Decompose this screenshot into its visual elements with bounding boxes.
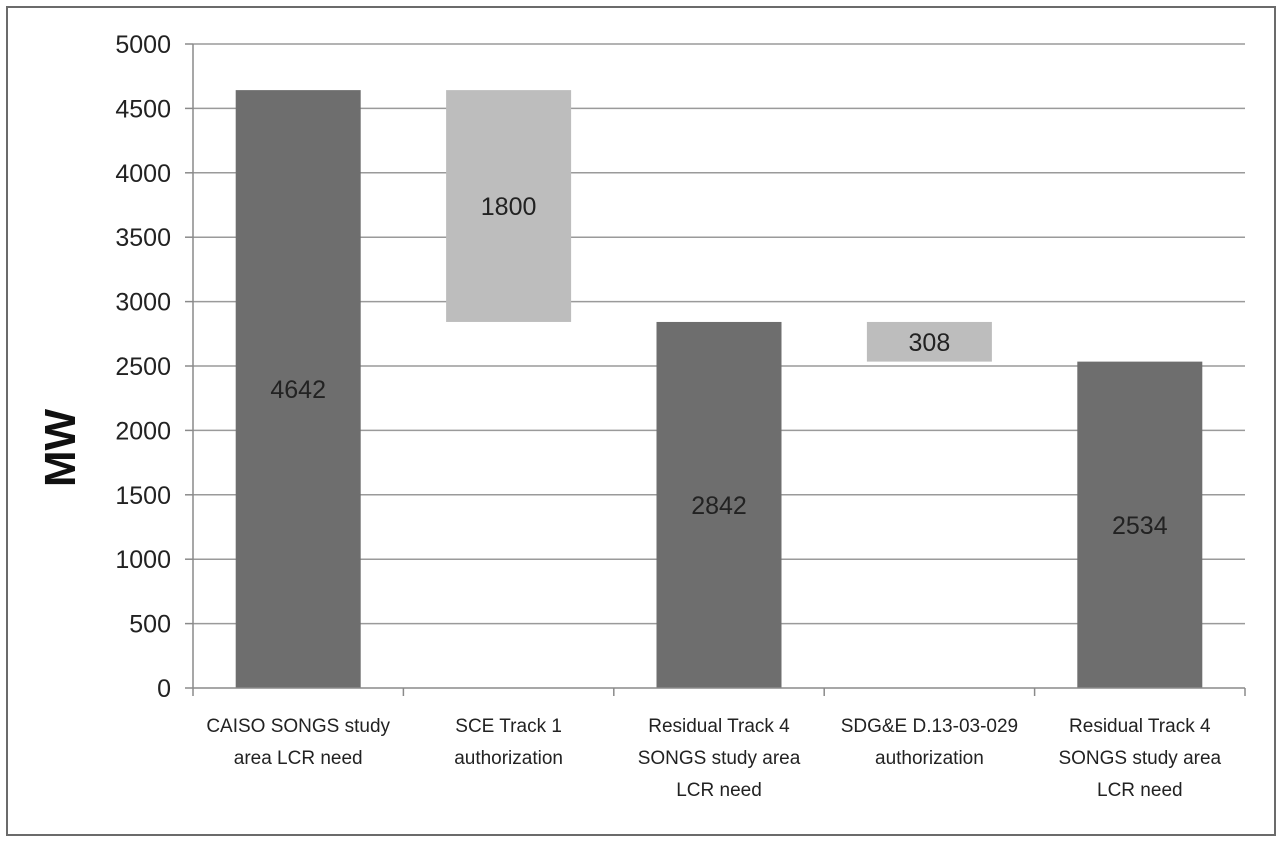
bar-decrease bbox=[866, 321, 992, 362]
y-tick-label: 2500 bbox=[115, 353, 171, 381]
bar-decrease bbox=[446, 90, 572, 322]
y-tick-label: 1500 bbox=[115, 482, 171, 510]
bar-value-label: 1800 bbox=[481, 193, 537, 221]
bar-total bbox=[656, 321, 782, 688]
bar-total bbox=[235, 90, 361, 688]
y-axis-title: MW bbox=[36, 408, 85, 487]
y-tick-label: 0 bbox=[157, 675, 171, 703]
bar-value-label: 308 bbox=[909, 329, 951, 357]
y-tick-label: 1000 bbox=[115, 546, 171, 574]
gridlines bbox=[193, 43, 1245, 625]
y-tick-label: 2000 bbox=[115, 417, 171, 445]
chart-frame bbox=[6, 6, 1276, 836]
bar-value-label: 2534 bbox=[1112, 512, 1168, 540]
category-label: Residual Track 4 SONGS study area LCR need bbox=[638, 716, 801, 801]
bars: 4642 1800 2842 308 2534 bbox=[235, 90, 1203, 688]
category-label: SDG&E D.13-03-029 authorization bbox=[841, 716, 1018, 769]
category-label: CAISO SONGS study area LCR need bbox=[206, 716, 390, 769]
axes: 0 500 1000 1500 2000 2500 3000 3500 4000 4500 5000… bbox=[115, 31, 1246, 801]
y-tick-label: 3000 bbox=[115, 289, 171, 317]
y-tick-label: 5000 bbox=[115, 31, 171, 59]
bar-value-label: 4642 bbox=[270, 376, 326, 404]
category-label: SCE Track 1 authorization bbox=[454, 716, 563, 769]
category-label: Residual Track 4 SONGS study area LCR need bbox=[1058, 716, 1221, 801]
bar-total bbox=[1077, 361, 1203, 688]
y-tick-label: 4500 bbox=[115, 95, 171, 123]
y-tick-label: 3500 bbox=[115, 224, 171, 252]
bar-value-label: 2842 bbox=[691, 492, 747, 520]
y-tick-label: 500 bbox=[129, 611, 171, 639]
y-tick-label: 4000 bbox=[115, 160, 171, 188]
